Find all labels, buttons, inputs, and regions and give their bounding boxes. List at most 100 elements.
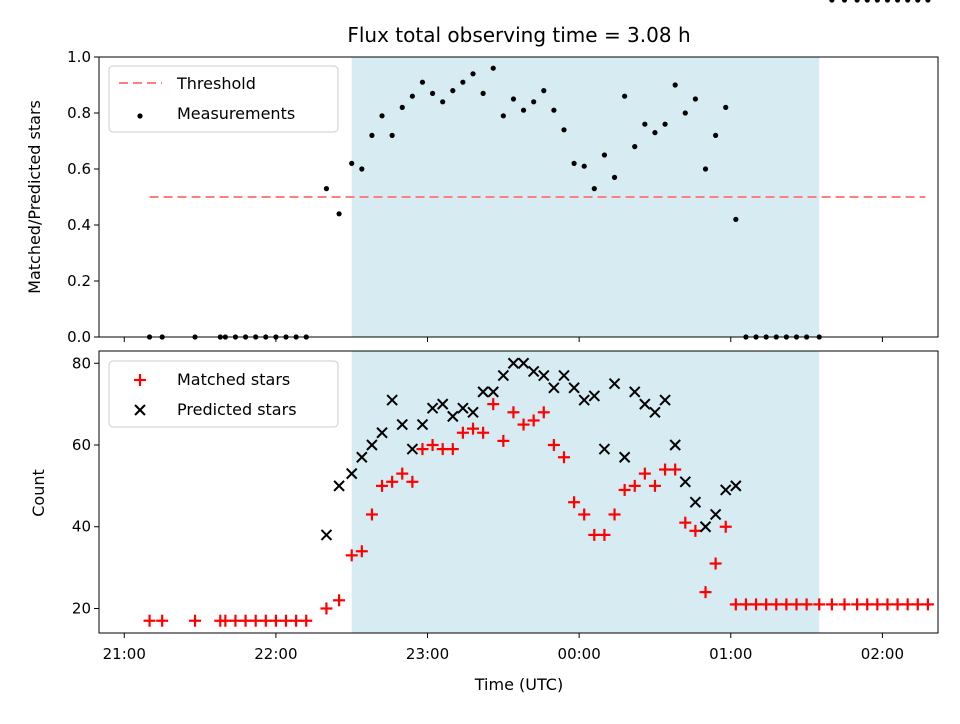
- matched-star-point: [497, 434, 510, 447]
- top-panel: 0.0 0.2 0.4 0.6 0.8 1.0 Matched/Predicted sta…: [25, 0, 939, 346]
- measurement-point: [470, 71, 476, 77]
- x-tick-label: 21:00: [103, 645, 146, 663]
- y-tick-label: 40: [72, 518, 91, 536]
- predicted-star-point: [320, 529, 333, 541]
- measurement-point: [874, 0, 880, 3]
- y-tick-label: 0.2: [67, 272, 91, 290]
- measurement-point: [409, 93, 415, 99]
- matched-star-point: [813, 598, 826, 611]
- matched-star-point: [355, 545, 368, 558]
- measurement-point: [379, 113, 385, 119]
- legend-predicted-label: Predicted stars: [177, 400, 297, 419]
- matched-star-point: [618, 483, 631, 496]
- matched-star-point: [527, 414, 540, 427]
- matched-star-point: [568, 496, 581, 509]
- measurement-point: [894, 0, 901, 3]
- measurement-point: [829, 0, 835, 3]
- legend-matched-swatch: [134, 374, 146, 386]
- matched-star-point: [547, 439, 560, 451]
- bottom-legend-box: [108, 360, 339, 428]
- y-tick-label: 80: [72, 354, 91, 372]
- matched-star-point: [436, 443, 449, 456]
- measurement-point: [359, 166, 365, 172]
- matched-star-point: [770, 598, 783, 611]
- measurement-point: [561, 127, 567, 133]
- matched-star-point: [249, 614, 262, 627]
- predicted-star-point: [333, 480, 345, 492]
- top-y-ticks: 0.0 0.2 0.4 0.6 0.8 1.0: [67, 48, 99, 346]
- predicted-star-point: [457, 402, 469, 414]
- matched-star-point: [239, 614, 252, 627]
- x-tick-label: 23:00: [406, 645, 449, 663]
- measurement-point: [551, 107, 557, 113]
- predicted-star-point: [649, 406, 661, 419]
- legend-measurements-label: Measurements: [177, 104, 295, 123]
- predicted-star-point: [578, 394, 590, 406]
- y-tick-label: 0.6: [67, 160, 91, 178]
- predicted-star-point: [720, 484, 732, 496]
- measurement-point: [450, 88, 456, 94]
- measurement-point: [622, 93, 628, 99]
- matched-star-point: [219, 614, 232, 627]
- measurement-point: [541, 88, 547, 94]
- matched-star-point: [446, 443, 459, 456]
- predicted-star-point: [447, 410, 459, 423]
- matched-star-point: [229, 614, 242, 627]
- measurement-point: [733, 216, 739, 222]
- measurement-point: [692, 96, 698, 102]
- predicted-star-point: [477, 386, 489, 398]
- chart-title: Flux total observing time = 3.08 h: [347, 23, 690, 47]
- x-tick-label: 01:00: [709, 645, 752, 663]
- predicted-star-point: [608, 377, 621, 390]
- measurement-point: [854, 0, 860, 3]
- predicted-star-point: [659, 394, 671, 406]
- matched-star-point: [507, 406, 520, 419]
- measurement-point: [460, 79, 466, 85]
- matched-star-point: [921, 598, 934, 611]
- measurement-point: [429, 90, 436, 96]
- measurements-series: [146, 0, 931, 340]
- matched-star-point: [467, 422, 480, 435]
- matched-star-point: [719, 520, 732, 533]
- x-tick-label: 22:00: [254, 645, 297, 663]
- matched-star-point: [598, 528, 611, 541]
- matched-star-point: [406, 475, 419, 488]
- predicted-star-point: [679, 476, 691, 488]
- predicted-star-point: [639, 398, 651, 410]
- predicted-star-point: [517, 357, 530, 369]
- matched-star-point: [477, 426, 490, 439]
- measurement-point: [323, 186, 330, 192]
- measurement-point: [419, 79, 426, 85]
- predicted-star-point: [527, 365, 540, 378]
- matched-star-point: [780, 598, 793, 611]
- matched-star-point: [760, 598, 773, 611]
- predicted-star-point: [366, 439, 378, 451]
- y-tick-label: 0.4: [67, 216, 91, 234]
- matched-star-point: [588, 528, 601, 541]
- matched-star-point: [638, 467, 651, 480]
- matched-star-point: [659, 463, 672, 476]
- matched-star-point: [259, 614, 272, 627]
- top-x-ticks: [123, 337, 883, 342]
- matched-star-point: [851, 598, 864, 611]
- bottom-shaded-window: [351, 351, 820, 633]
- predicted-star-point: [689, 496, 702, 508]
- matched-star-point: [557, 451, 570, 464]
- matched-star-point: [333, 594, 346, 607]
- predicted-star-point: [487, 386, 499, 398]
- measurement-point: [336, 211, 342, 217]
- top-axes-frame: [98, 56, 939, 338]
- measurement-point: [490, 65, 496, 71]
- top-y-axis-title: Matched/Predicted stars: [25, 100, 44, 294]
- measurement-point: [672, 82, 678, 88]
- measurement-point: [440, 99, 446, 105]
- predicted-star-point: [548, 382, 560, 394]
- measurement-point: [682, 110, 688, 116]
- top-legend-box: [108, 65, 339, 133]
- measurement-point: [864, 0, 870, 3]
- measurement-point: [500, 113, 506, 119]
- measurement-point: [702, 166, 709, 172]
- bottom-axes-frame: [98, 350, 939, 634]
- matched-star-point: [861, 598, 874, 611]
